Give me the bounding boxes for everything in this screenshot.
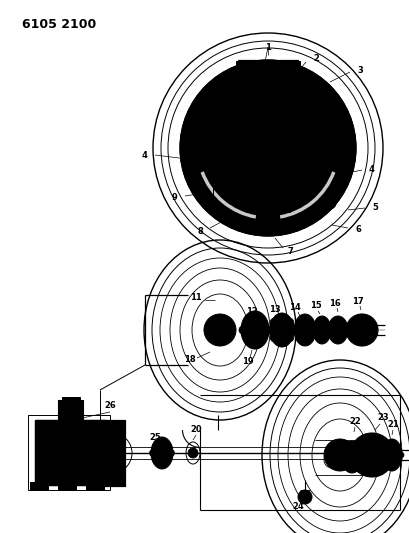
- Circle shape: [164, 443, 171, 450]
- Circle shape: [152, 456, 159, 463]
- Text: 6: 6: [354, 225, 360, 235]
- Text: 11: 11: [190, 294, 201, 303]
- Circle shape: [379, 452, 385, 458]
- Text: 19: 19: [242, 358, 253, 367]
- Text: 9: 9: [172, 193, 178, 203]
- Bar: [100, 420, 125, 486]
- Text: 22: 22: [348, 417, 360, 426]
- Circle shape: [245, 316, 252, 324]
- Circle shape: [158, 440, 165, 448]
- Text: 17: 17: [351, 296, 363, 305]
- Text: 2: 2: [312, 53, 318, 62]
- Text: 5: 5: [371, 204, 377, 213]
- Circle shape: [288, 326, 296, 334]
- Text: 10: 10: [202, 108, 213, 117]
- Circle shape: [297, 490, 311, 504]
- Bar: [62, 397, 80, 403]
- Text: 15: 15: [309, 302, 321, 311]
- Text: 12: 12: [245, 308, 257, 317]
- Ellipse shape: [240, 311, 268, 349]
- Circle shape: [397, 452, 403, 458]
- Ellipse shape: [247, 320, 261, 340]
- Circle shape: [285, 334, 293, 342]
- Bar: [86, 482, 104, 490]
- Circle shape: [167, 449, 174, 456]
- Bar: [58, 400, 83, 422]
- Circle shape: [384, 444, 389, 450]
- Circle shape: [393, 460, 398, 466]
- Text: 4: 4: [368, 166, 374, 174]
- Circle shape: [393, 444, 398, 450]
- Text: 14: 14: [288, 303, 300, 312]
- Circle shape: [180, 60, 355, 236]
- Text: 6105 2100: 6105 2100: [22, 18, 96, 31]
- Bar: [28, 415, 110, 490]
- Text: 1: 1: [264, 43, 270, 52]
- Ellipse shape: [293, 314, 315, 346]
- Text: 23: 23: [376, 414, 388, 423]
- Bar: [236, 61, 243, 77]
- Bar: [30, 482, 48, 490]
- Bar: [239, 62, 295, 76]
- Ellipse shape: [327, 316, 347, 344]
- Circle shape: [321, 95, 337, 111]
- Text: 13: 13: [269, 305, 280, 314]
- Circle shape: [198, 95, 213, 111]
- Text: 8: 8: [197, 228, 202, 237]
- Ellipse shape: [381, 439, 401, 471]
- Ellipse shape: [312, 316, 330, 344]
- Circle shape: [164, 456, 171, 463]
- Bar: [35, 420, 105, 485]
- Text: 25: 25: [149, 433, 160, 442]
- Text: 3: 3: [356, 66, 362, 75]
- Circle shape: [323, 197, 335, 209]
- Text: 18: 18: [184, 356, 196, 365]
- Text: 4: 4: [142, 150, 148, 159]
- Text: 7: 7: [286, 247, 292, 256]
- Circle shape: [158, 458, 165, 465]
- Circle shape: [256, 336, 264, 344]
- Circle shape: [152, 443, 159, 450]
- Ellipse shape: [340, 441, 362, 473]
- Circle shape: [285, 318, 293, 326]
- Circle shape: [270, 334, 278, 342]
- Circle shape: [384, 460, 389, 466]
- Text: 26: 26: [104, 401, 116, 410]
- Text: 24: 24: [291, 503, 303, 512]
- Circle shape: [262, 326, 270, 334]
- Bar: [245, 198, 289, 212]
- Circle shape: [270, 318, 278, 326]
- Text: 20: 20: [190, 425, 201, 434]
- Text: 21: 21: [386, 421, 398, 430]
- Bar: [40, 425, 100, 480]
- Bar: [58, 482, 76, 490]
- Bar: [245, 198, 289, 212]
- Circle shape: [323, 439, 355, 471]
- Circle shape: [149, 449, 156, 456]
- Circle shape: [277, 337, 285, 345]
- Circle shape: [245, 336, 252, 344]
- Circle shape: [245, 126, 289, 170]
- Circle shape: [256, 316, 264, 324]
- Bar: [100, 420, 125, 486]
- Circle shape: [266, 326, 274, 334]
- Bar: [237, 60, 297, 78]
- Ellipse shape: [151, 437, 173, 469]
- Bar: [291, 61, 299, 77]
- Circle shape: [364, 448, 378, 462]
- Circle shape: [188, 448, 198, 458]
- Circle shape: [349, 433, 393, 477]
- Text: 16: 16: [328, 298, 340, 308]
- Ellipse shape: [270, 313, 293, 347]
- Circle shape: [345, 314, 377, 346]
- Circle shape: [277, 315, 285, 323]
- Circle shape: [204, 314, 236, 346]
- Bar: [35, 420, 105, 485]
- Circle shape: [238, 326, 246, 334]
